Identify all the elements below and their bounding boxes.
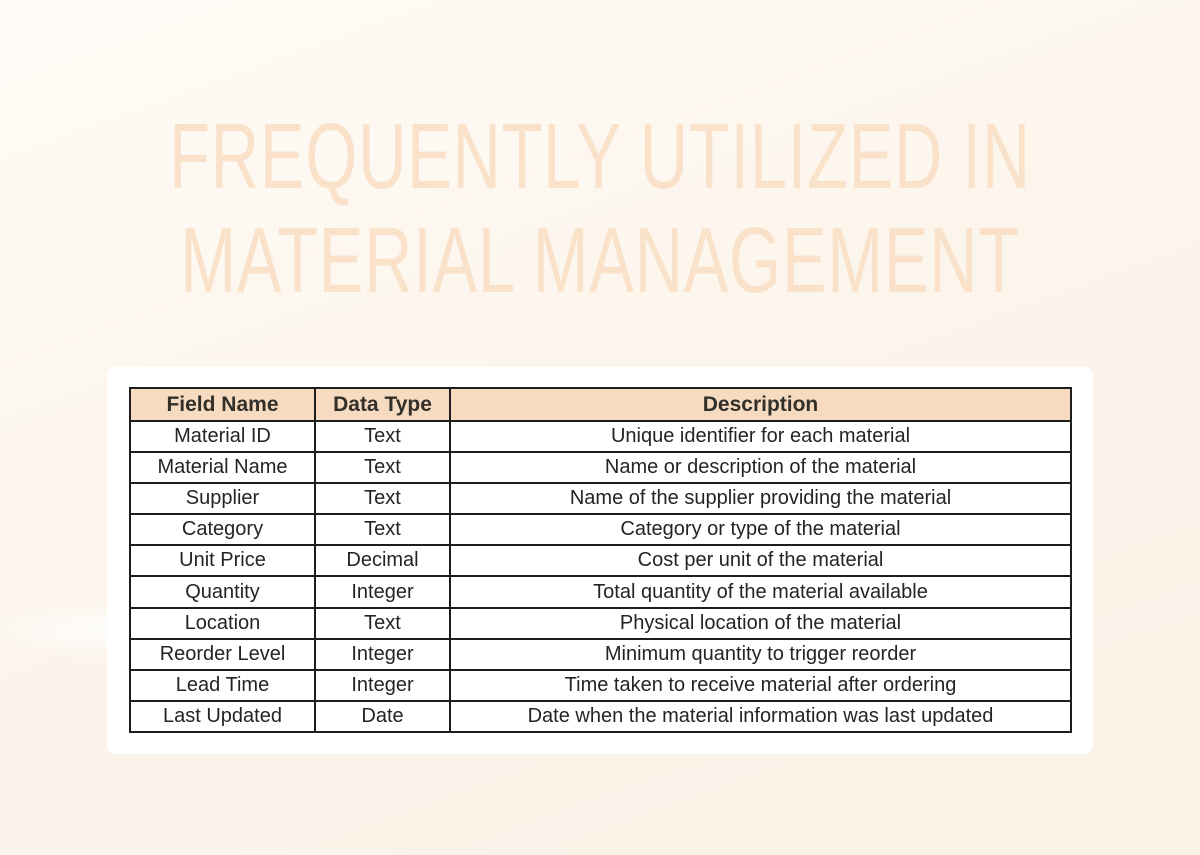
column-header-data-type: Data Type — [314, 387, 451, 422]
cell-description: Minimum quantity to trigger reorder — [449, 637, 1072, 671]
cell-field-name: Quantity — [129, 575, 316, 609]
table-header: Field Name Data Type Description — [129, 387, 1072, 422]
cell-data-type: Integer — [314, 575, 451, 609]
cell-field-name: Last Updated — [129, 699, 316, 734]
page-title: FREQUENTLY UTILIZED IN MATERIAL MANAGEME… — [0, 104, 1200, 312]
cell-description: Category or type of the material — [449, 513, 1072, 547]
table-header-row: Field Name Data Type Description — [129, 387, 1072, 422]
table-row: Category Text Category or type of the ma… — [129, 513, 1072, 547]
cell-field-name: Supplier — [129, 482, 316, 516]
cell-data-type: Text — [314, 606, 451, 640]
cell-description: Physical location of the material — [449, 606, 1072, 640]
page-title-line-1: FREQUENTLY UTILIZED IN — [169, 104, 1031, 208]
cell-description: Total quantity of the material available — [449, 575, 1072, 609]
table-row: Location Text Physical location of the m… — [129, 606, 1072, 640]
cell-data-type: Text — [314, 451, 451, 485]
cell-data-type: Date — [314, 699, 451, 734]
column-header-description: Description — [449, 387, 1072, 422]
cell-description: Unique identifier for each material — [449, 419, 1072, 454]
cell-data-type: Text — [314, 419, 451, 454]
cell-field-name: Category — [129, 513, 316, 547]
table-row: Material Name Text Name or description o… — [129, 451, 1072, 485]
table-panel: Field Name Data Type Description Materia… — [107, 367, 1093, 754]
page-title-line-2: MATERIAL MANAGEMENT — [180, 208, 1020, 312]
cell-field-name: Reorder Level — [129, 637, 316, 671]
table-row: Reorder Level Integer Minimum quantity t… — [129, 637, 1072, 671]
cell-field-name: Lead Time — [129, 668, 316, 702]
table-row: Quantity Integer Total quantity of the m… — [129, 575, 1072, 609]
cell-field-name: Material ID — [129, 419, 316, 454]
table-row: Material ID Text Unique identifier for e… — [129, 419, 1072, 454]
cell-description: Date when the material information was l… — [449, 699, 1072, 734]
field-dictionary-table: Field Name Data Type Description Materia… — [129, 387, 1072, 734]
cell-data-type: Integer — [314, 668, 451, 702]
cell-description: Cost per unit of the material — [449, 544, 1072, 578]
cell-description: Time taken to receive material after ord… — [449, 668, 1072, 702]
cell-data-type: Text — [314, 482, 451, 516]
table-row: Supplier Text Name of the supplier provi… — [129, 482, 1072, 516]
cell-field-name: Unit Price — [129, 544, 316, 578]
cell-data-type: Text — [314, 513, 451, 547]
cell-data-type: Decimal — [314, 544, 451, 578]
cell-field-name: Location — [129, 606, 316, 640]
cell-description: Name of the supplier providing the mater… — [449, 482, 1072, 516]
cell-description: Name or description of the material — [449, 451, 1072, 485]
table-row: Unit Price Decimal Cost per unit of the … — [129, 544, 1072, 578]
cell-data-type: Integer — [314, 637, 451, 671]
cell-field-name: Material Name — [129, 451, 316, 485]
table-row: Lead Time Integer Time taken to receive … — [129, 668, 1072, 702]
table-body: Material ID Text Unique identifier for e… — [129, 419, 1072, 734]
column-header-field-name: Field Name — [129, 387, 316, 422]
table-row: Last Updated Date Date when the material… — [129, 699, 1072, 734]
